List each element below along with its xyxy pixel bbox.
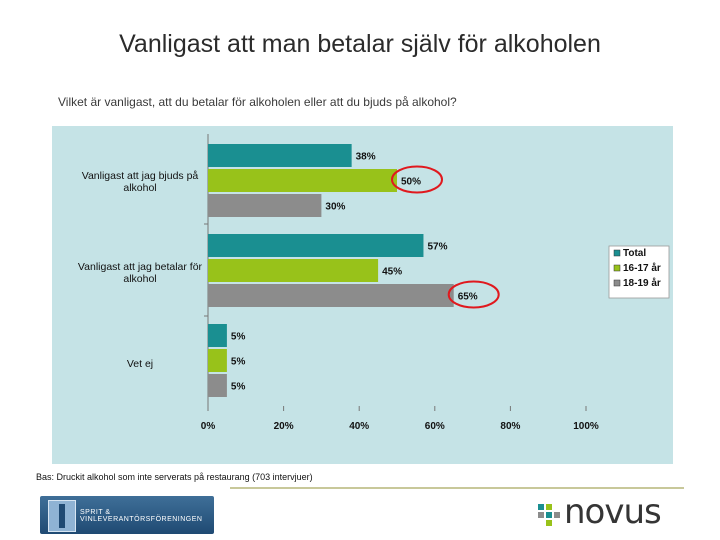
survey-question: Vilket är vanligast, att du betalar för … [58, 95, 457, 109]
x-tick-label: 40% [349, 421, 369, 432]
x-tick-label: 0% [201, 421, 216, 432]
bar-0-1 [208, 234, 424, 257]
highlight-circle [447, 280, 500, 309]
bar-0-0 [208, 144, 352, 167]
x-tick-label: 100% [573, 421, 599, 432]
footer-divider [230, 487, 684, 489]
bar-2-1 [208, 284, 454, 307]
bar-0-2 [208, 324, 227, 347]
bar-1-0 [208, 169, 397, 192]
bar-1-2 [208, 349, 227, 372]
legend-swatch [613, 279, 621, 287]
legend-swatch [613, 249, 621, 257]
footnote: Bas: Druckit alkohol som inte serverats … [36, 472, 313, 482]
legend-label: 16-17 år [623, 262, 661, 274]
novus-logo: novus [538, 492, 688, 532]
bar-2-0 [208, 194, 322, 217]
logo-emblem-icon [48, 500, 76, 532]
data-label: 5% [231, 382, 246, 393]
bar-2-2 [208, 374, 227, 397]
x-tick-label: 20% [274, 421, 294, 432]
data-label: 57% [427, 242, 447, 253]
data-label: 5% [231, 357, 246, 368]
data-label: 30% [325, 202, 345, 213]
data-label: 65% [458, 292, 478, 303]
legend-swatch [613, 264, 621, 272]
category-label: Vanligast att jag betalar för alkohol [78, 261, 203, 285]
data-label: 5% [231, 332, 246, 343]
bar-chart: 38% 57% 5% 50% 45% 5% 30% 65% 5% Vanligast att ja… [78, 134, 670, 432]
chart-area: 38% 57% 5% 50% 45% 5% 30% 65% 5% Vanligast att ja… [52, 126, 673, 464]
novus-squares-icon [538, 504, 560, 526]
legend-label: Total [623, 248, 646, 259]
logo-left-text: SPRIT & VINLEVERANTÖRSFÖRENINGEN [80, 509, 203, 523]
data-label: 38% [356, 152, 376, 163]
x-tick-label: 60% [425, 421, 445, 432]
category-label: Vet ej [127, 358, 153, 370]
data-label: 50% [401, 177, 421, 188]
spritvin-logo: SPRIT & VINLEVERANTÖRSFÖRENINGEN [40, 496, 214, 534]
data-label: 45% [382, 267, 402, 278]
page-title: Vanligast att man betalar själv för alko… [119, 30, 601, 58]
novus-wordmark: novus [564, 492, 662, 532]
legend-label: 18-19 år [623, 277, 661, 289]
category-label: Vanligast att jag bjuds på alkohol [82, 170, 199, 194]
highlight-circle [391, 165, 443, 194]
bar-1-1 [208, 259, 379, 282]
x-tick-label: 80% [500, 421, 520, 432]
